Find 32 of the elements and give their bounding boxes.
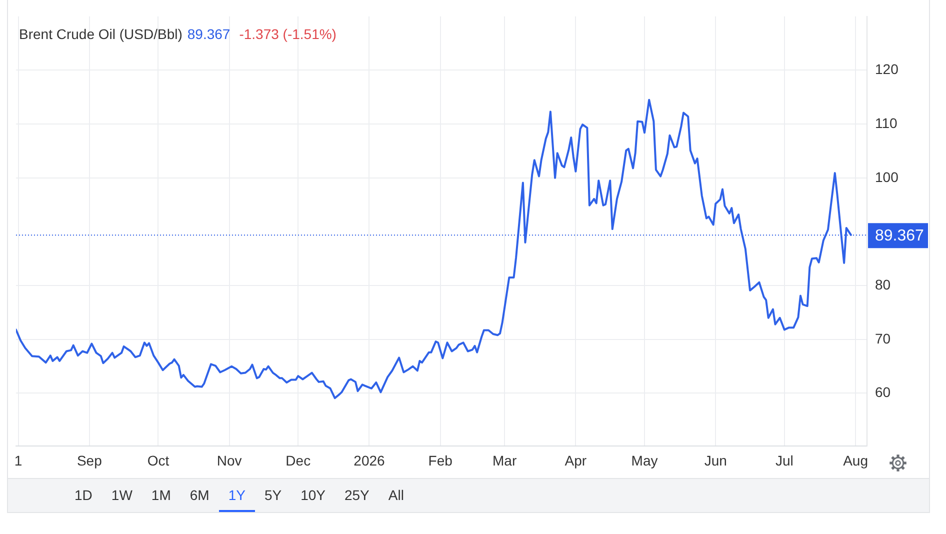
text: 25Y xyxy=(343,486,370,505)
x-tick-label: Sep xyxy=(76,452,102,468)
x-tick-label: Aug xyxy=(843,452,868,468)
x-tick-label: Jul xyxy=(775,452,794,468)
text: All xyxy=(387,486,405,505)
y-tick-label: 80 xyxy=(875,276,891,292)
annotation: -1.373 (-1.51%) xyxy=(239,26,336,42)
text: Brent Crude Oil (USD/Bbl) xyxy=(19,26,182,42)
text: 1D xyxy=(74,486,94,505)
x-tick-label: Dec xyxy=(286,452,311,468)
x-tick-label: 2026 xyxy=(354,452,386,468)
x-tick-label: May xyxy=(631,452,658,468)
x-tick-label: Nov xyxy=(216,452,242,468)
x-tick-label: Apr xyxy=(564,452,587,468)
x-tick-label: Mar xyxy=(492,452,517,468)
text: 5Y xyxy=(263,486,283,505)
annotation: 89.367 xyxy=(187,26,230,42)
y-tick-label: 70 xyxy=(875,330,891,346)
ref-line-label: 89.367 xyxy=(875,228,924,245)
y-tick-label: 100 xyxy=(875,168,899,185)
text: 1W xyxy=(110,486,134,505)
text: 6M xyxy=(188,486,210,505)
x-tick-label: Jun xyxy=(704,452,727,468)
x-tick-label: Feb xyxy=(428,452,453,468)
text: 10Y xyxy=(300,486,326,505)
text: 1Y xyxy=(227,486,246,505)
x-tick-label: 1 xyxy=(14,452,22,468)
y-tick-label: 110 xyxy=(875,114,898,131)
text: 1M xyxy=(150,486,172,505)
x-tick-label: Oct xyxy=(147,452,170,468)
y-tick-label: 120 xyxy=(875,61,899,78)
y-tick-label: 60 xyxy=(875,384,891,400)
